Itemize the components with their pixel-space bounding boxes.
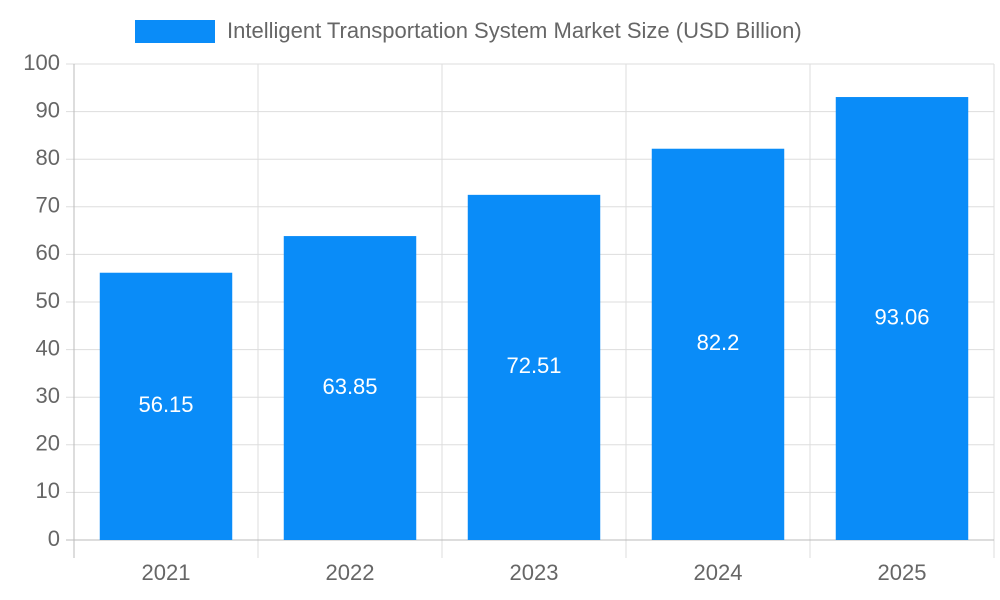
y-tick-label: 70 <box>36 193 60 218</box>
value-label: 82.2 <box>697 330 740 355</box>
bar <box>467 194 601 540</box>
y-tick-label: 80 <box>36 145 60 170</box>
bar <box>651 148 785 540</box>
x-tick-label: 2024 <box>694 560 743 585</box>
y-tick-label: 20 <box>36 431 60 456</box>
x-tick-label: 2023 <box>510 560 559 585</box>
y-tick-label: 30 <box>36 383 60 408</box>
y-tick-label: 50 <box>36 288 60 313</box>
y-tick-label: 60 <box>36 240 60 265</box>
x-tick-label: 2025 <box>878 560 927 585</box>
y-tick-label: 90 <box>36 97 60 122</box>
y-tick-label: 100 <box>23 50 60 75</box>
y-tick-label: 40 <box>36 335 60 360</box>
y-tick-label: 10 <box>36 478 60 503</box>
bar <box>99 272 233 540</box>
value-label: 63.85 <box>322 374 377 399</box>
value-label: 72.51 <box>506 353 561 378</box>
bar <box>283 236 417 540</box>
x-tick-label: 2022 <box>326 560 375 585</box>
legend-swatch <box>135 20 215 43</box>
bar <box>835 97 969 541</box>
value-label: 93.06 <box>874 304 929 329</box>
y-tick-label: 0 <box>48 526 60 551</box>
x-tick-label: 2021 <box>142 560 191 585</box>
legend-label: Intelligent Transportation System Market… <box>227 18 802 43</box>
value-label: 56.15 <box>138 392 193 417</box>
